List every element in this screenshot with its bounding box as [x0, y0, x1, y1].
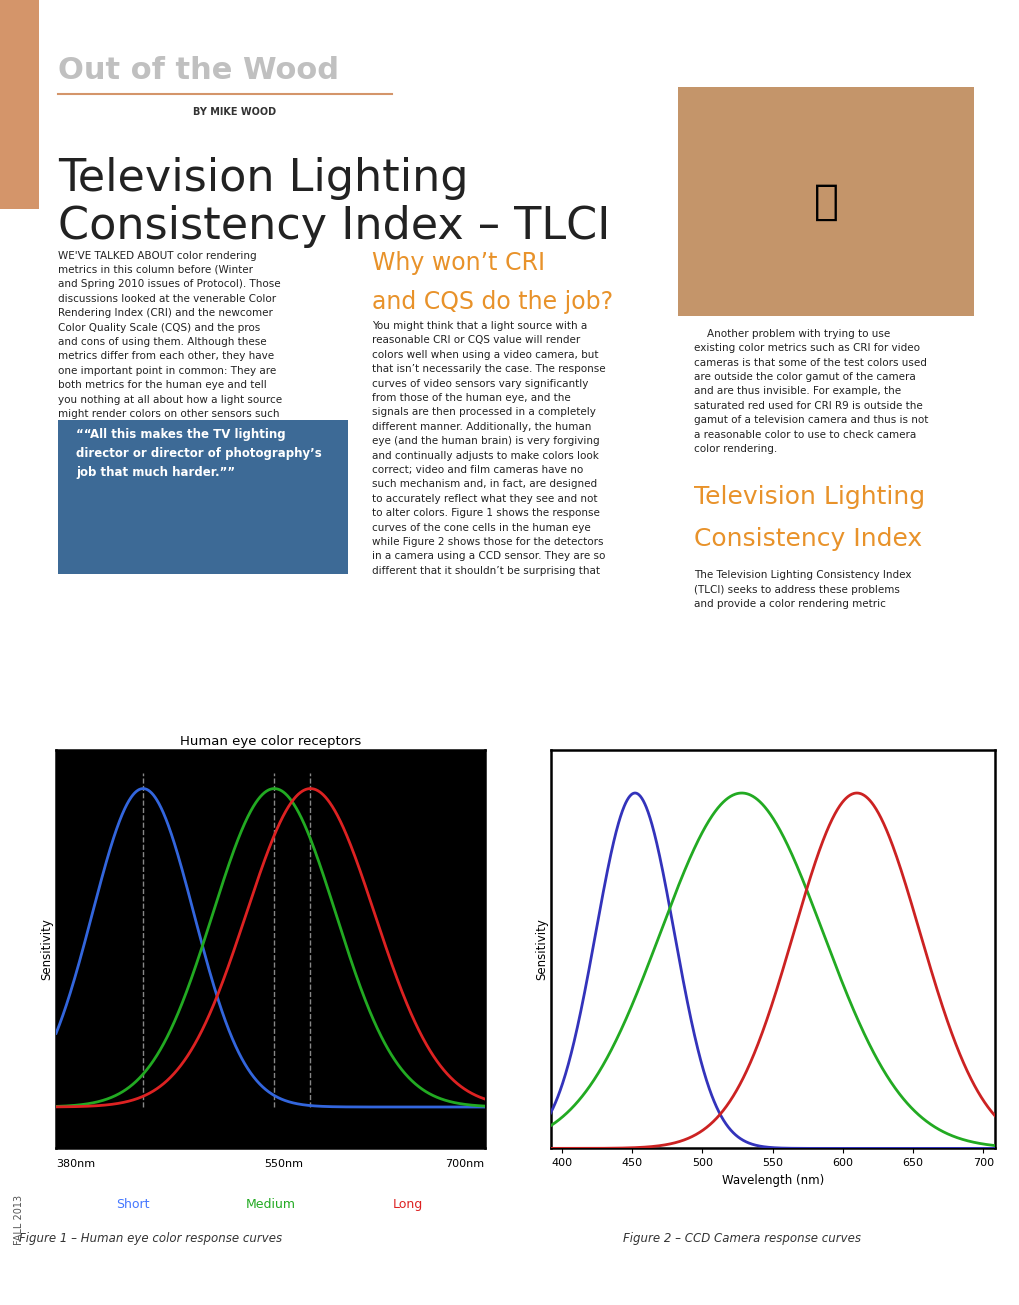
Y-axis label: Sensitivity: Sensitivity: [41, 919, 53, 980]
Text: Television Lighting: Television Lighting: [58, 157, 469, 200]
Text: Medium: Medium: [245, 1198, 296, 1211]
Text: Out of the Wood: Out of the Wood: [58, 56, 339, 85]
Text: they see things differently. The CCD curves
are very similar to those used in st: they see things differently. The CCD cur…: [694, 251, 937, 318]
Text: 550nm: 550nm: [264, 1159, 303, 1169]
Text: Short: Short: [116, 1198, 150, 1211]
Text: You might think that a light source with a
reasonable CRI or CQS value will rend: You might think that a light source with…: [372, 321, 605, 576]
Bar: [0, 0, 39, 209]
Text: ““All this makes the TV lighting
director or director of photography’s
job that : ““All this makes the TV lighting directo…: [76, 428, 321, 479]
Text: BY MIKE WOOD: BY MIKE WOOD: [194, 107, 276, 117]
Text: 👤: 👤: [813, 180, 838, 223]
Text: Another problem with trying to use
existing color metrics such as CRI for video
: Another problem with trying to use exist…: [694, 329, 927, 454]
Title: Human eye color receptors: Human eye color receptors: [179, 735, 361, 748]
Bar: [58, 420, 347, 574]
Text: FALL 2013: FALL 2013: [14, 1195, 24, 1245]
Text: Why won’t CRI: Why won’t CRI: [372, 251, 545, 274]
Text: The Television Lighting Consistency Index
(TLCI) seeks to address these problems: The Television Lighting Consistency Inde…: [694, 570, 911, 609]
Text: Figure 2 – CCD Camera response curves: Figure 2 – CCD Camera response curves: [622, 1232, 860, 1245]
Text: FALL 2013: FALL 2013: [484, 1287, 535, 1296]
Text: Consistency Index – TLCI: Consistency Index – TLCI: [58, 205, 610, 248]
Text: Figure 1 – Human eye color response curves: Figure 1 – Human eye color response curv…: [19, 1232, 282, 1245]
Text: Television Lighting: Television Lighting: [694, 485, 924, 509]
Text: WE'VE TALKED ABOUT color rendering
metrics in this column before (Winter
and Spr: WE'VE TALKED ABOUT color rendering metri…: [58, 251, 284, 448]
Text: 380nm: 380nm: [56, 1159, 95, 1169]
Text: Long: Long: [392, 1198, 422, 1211]
X-axis label: Wavelength (nm): Wavelength (nm): [720, 1173, 823, 1186]
Text: 700nm: 700nm: [445, 1159, 484, 1169]
Text: 24: 24: [497, 1259, 522, 1278]
Text: Consistency Index: Consistency Index: [694, 527, 921, 551]
Y-axis label: Sensitivity: Sensitivity: [535, 919, 547, 980]
Text: and CQS do the job?: and CQS do the job?: [372, 290, 612, 313]
